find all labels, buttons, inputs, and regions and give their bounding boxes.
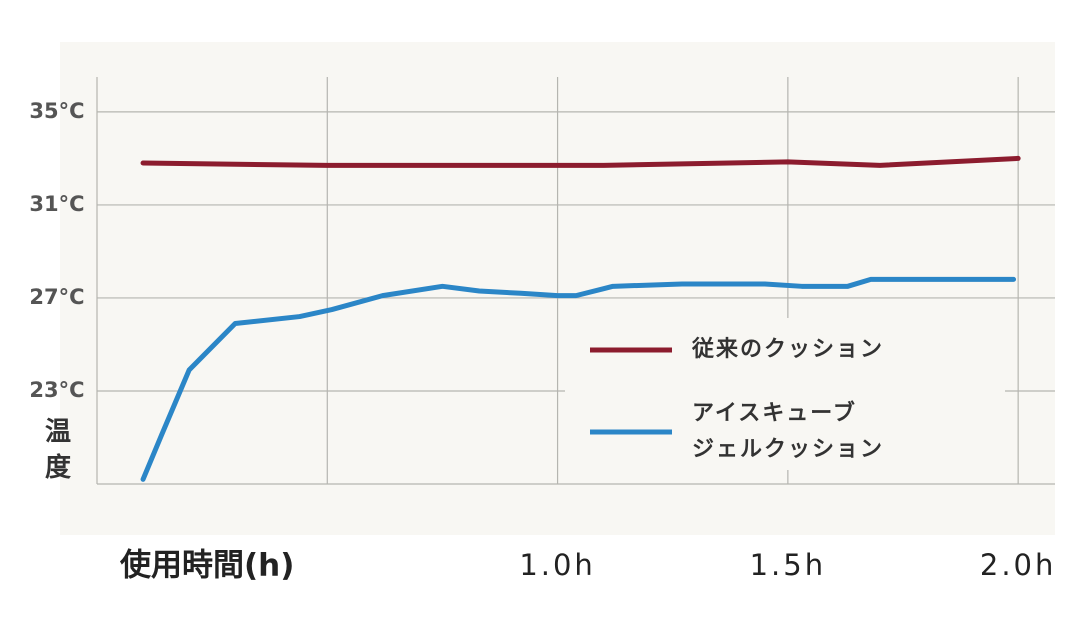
y-axis-label: 温度 bbox=[45, 417, 71, 483]
legend-box bbox=[565, 318, 1005, 470]
legend-label: アイスキューブジェルクッション bbox=[692, 400, 884, 462]
line-series bbox=[140, 276, 1017, 482]
y-tick-label: 27°C bbox=[29, 285, 84, 309]
x-tick-label: 1.0h bbox=[519, 548, 596, 582]
x-tick-label: 1.5h bbox=[750, 548, 827, 582]
y-tick-label: 31°C bbox=[29, 192, 84, 216]
y-tick-label: 35°C bbox=[29, 99, 84, 123]
x-axis-label: 使用時間(h) bbox=[119, 548, 294, 584]
x-tick-label: 2.0h bbox=[980, 548, 1057, 582]
line-series bbox=[140, 155, 1021, 168]
legend-label: 従来のクッション bbox=[691, 336, 884, 362]
y-tick-label: 23°C bbox=[29, 378, 84, 402]
